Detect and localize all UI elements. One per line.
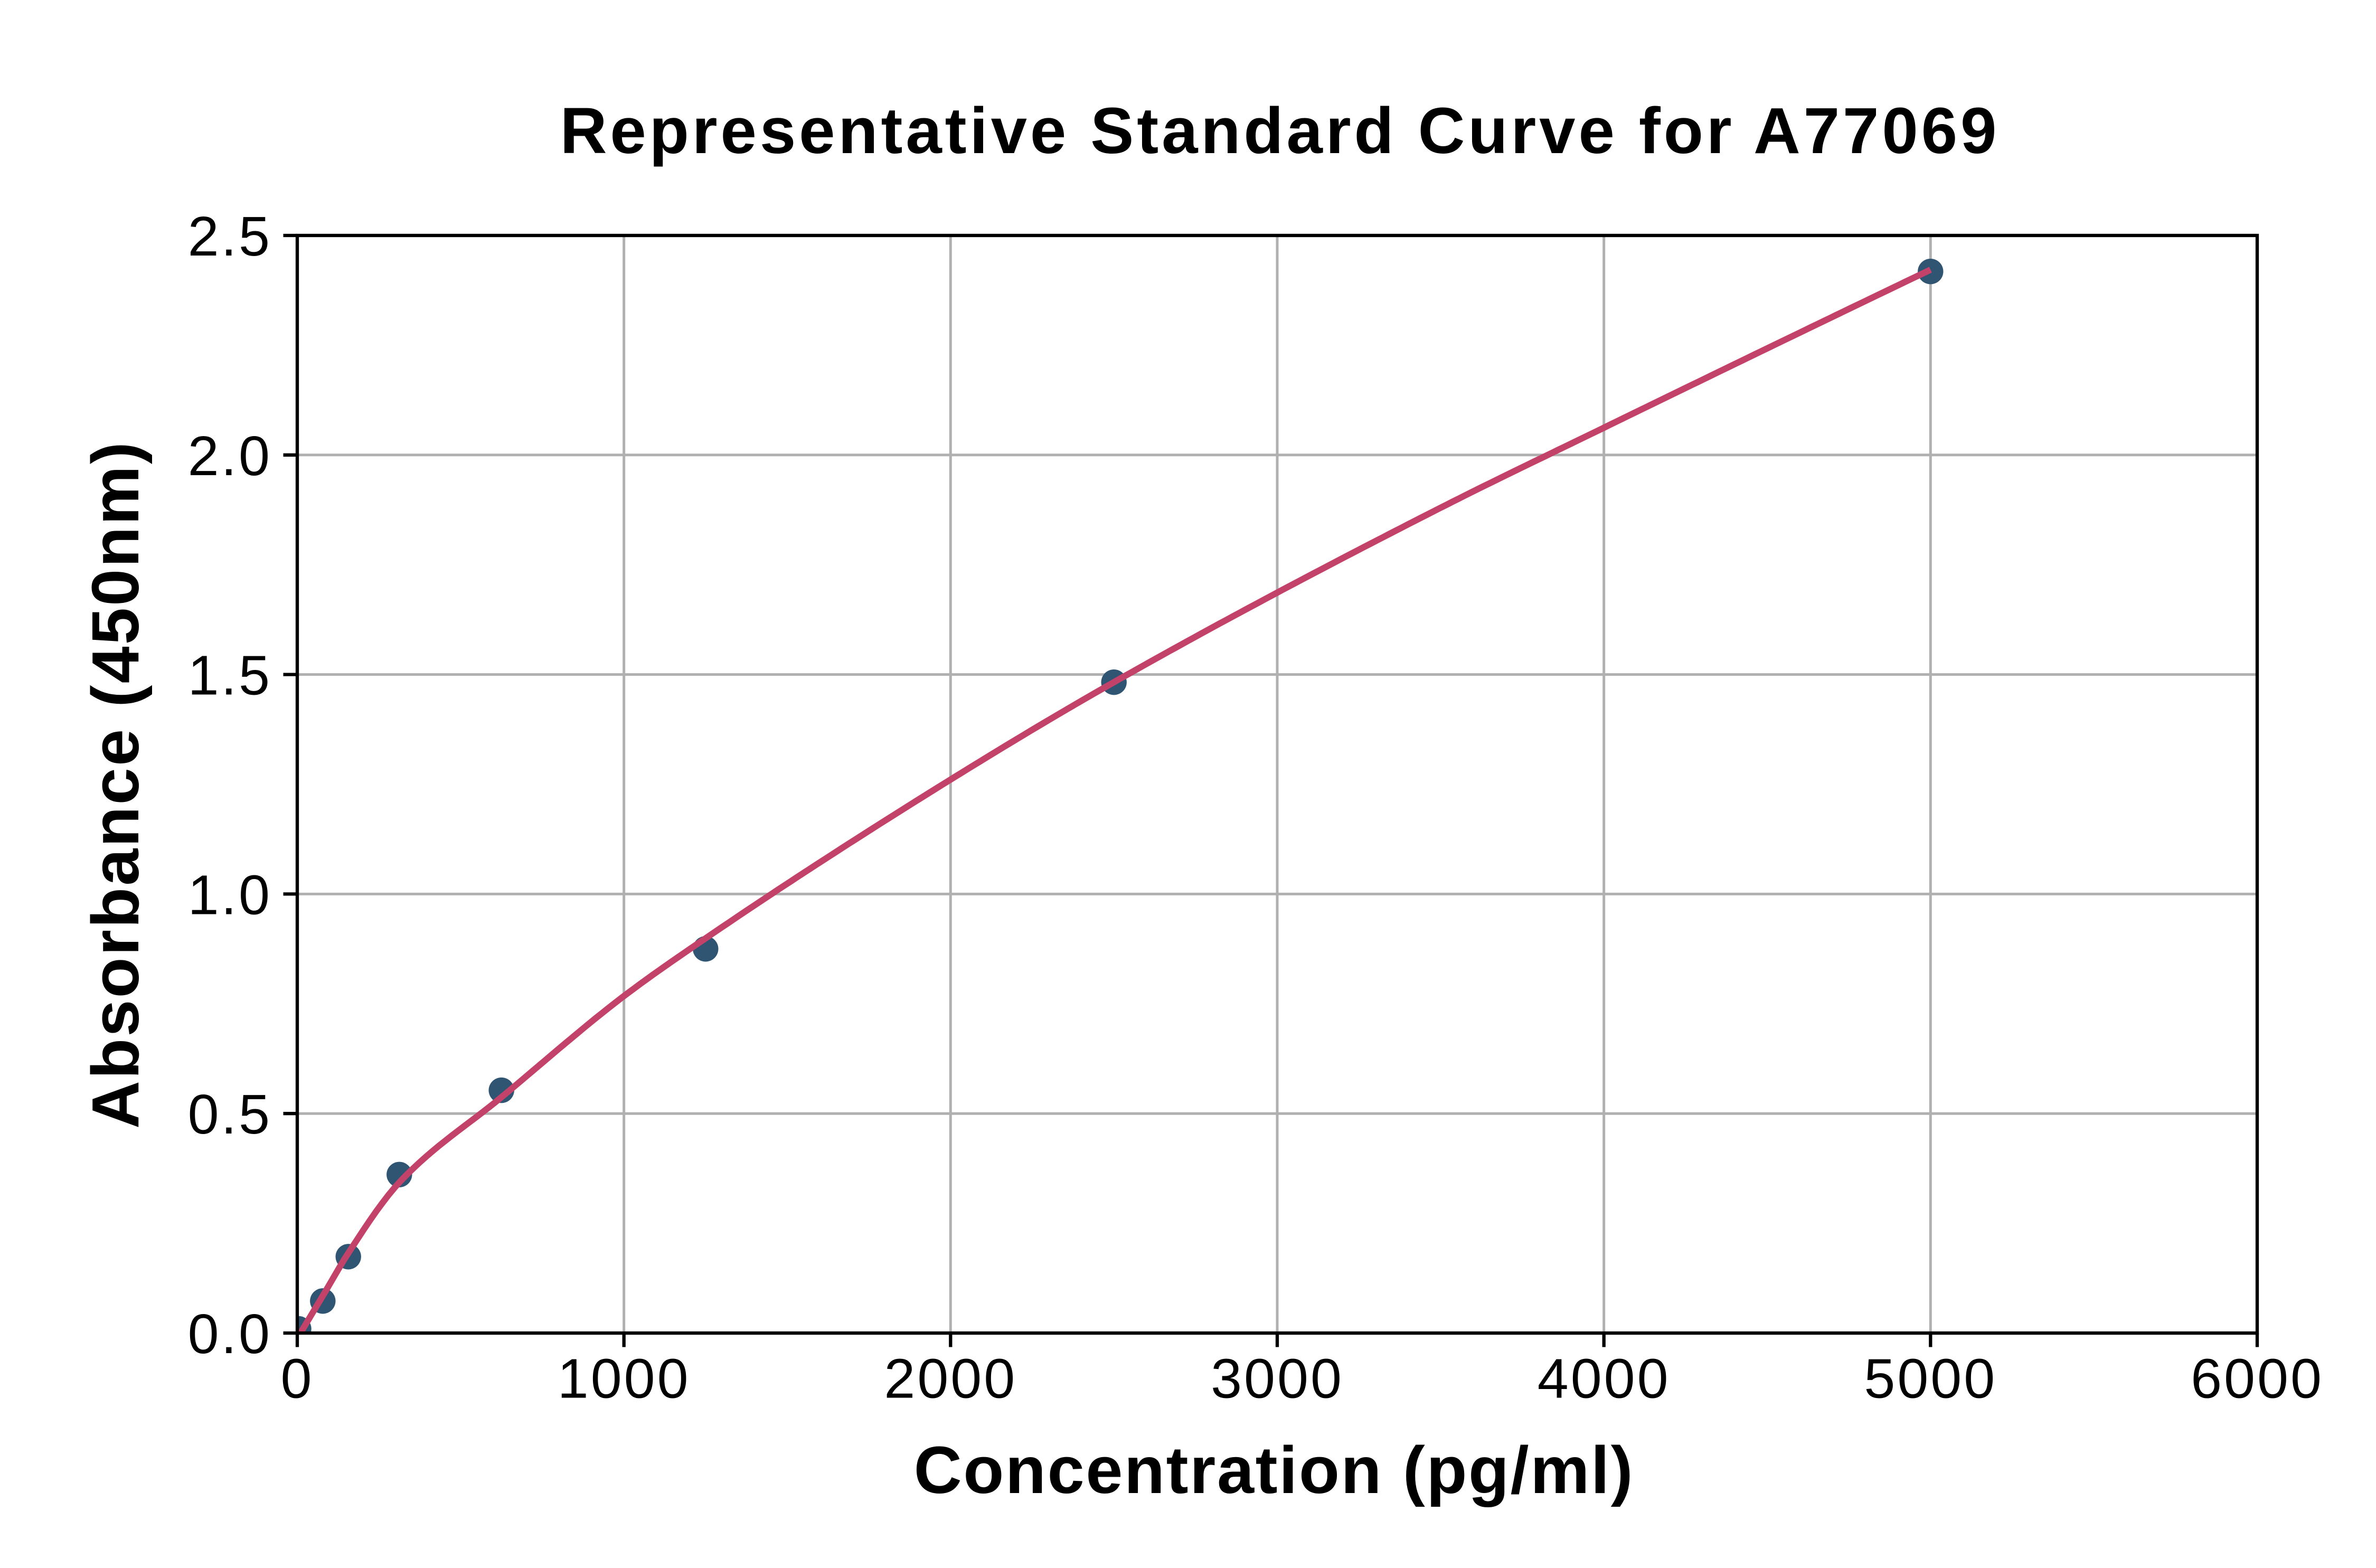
svg-text:0.0: 0.0: [188, 1303, 272, 1365]
svg-text:Concentration (pg/ml): Concentration (pg/ml): [914, 1433, 1635, 1507]
svg-text:0: 0: [281, 1347, 314, 1410]
svg-text:1.0: 1.0: [188, 864, 272, 926]
svg-text:Representative Standard Curve: Representative Standard Curve for A77069: [560, 95, 2000, 167]
svg-text:3000: 3000: [1211, 1347, 1344, 1410]
svg-text:1.5: 1.5: [188, 645, 272, 707]
svg-text:0.5: 0.5: [188, 1083, 272, 1146]
svg-text:1000: 1000: [558, 1347, 691, 1410]
svg-text:2000: 2000: [884, 1347, 1017, 1410]
svg-text:4000: 4000: [1538, 1347, 1671, 1410]
svg-text:2.5: 2.5: [188, 205, 272, 268]
svg-text:Absorbance (450nm): Absorbance (450nm): [78, 440, 153, 1129]
svg-text:6000: 6000: [2191, 1347, 2324, 1410]
svg-text:5000: 5000: [1864, 1347, 1997, 1410]
svg-text:2.0: 2.0: [188, 425, 272, 487]
